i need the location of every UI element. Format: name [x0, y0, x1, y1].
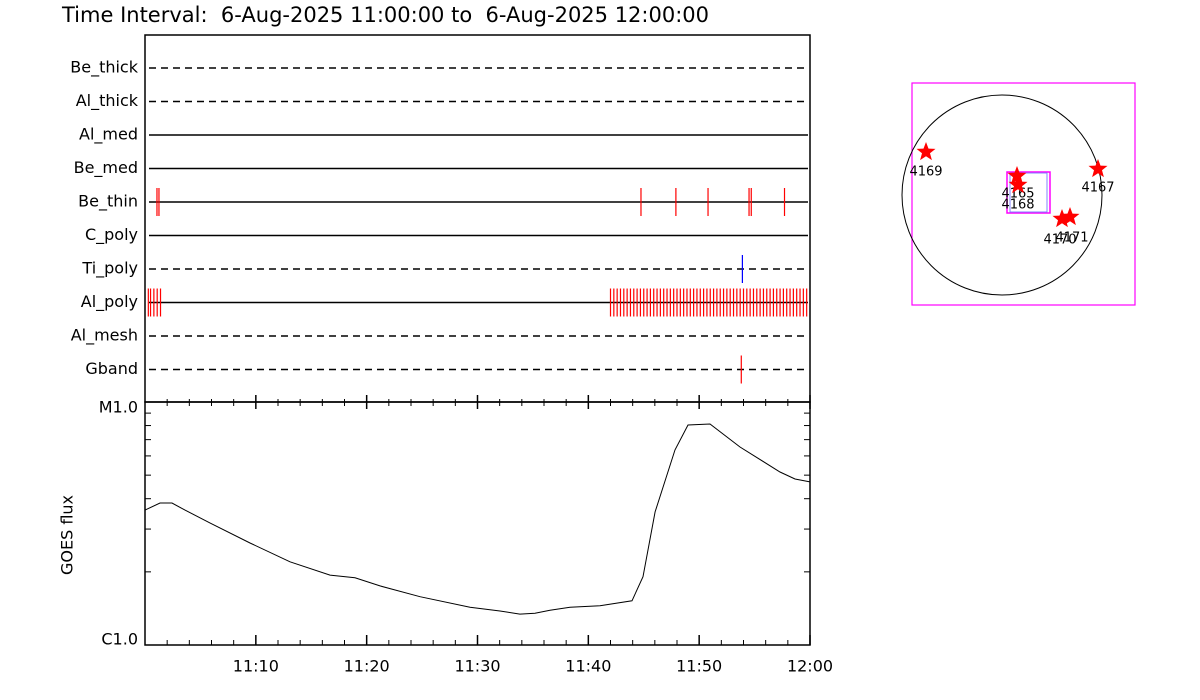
chart-title: Time Interval: 6-Aug-2025 11:00:00 to 6-… [61, 3, 709, 27]
channel-label: Be_thin [78, 192, 138, 212]
region-star [1008, 175, 1028, 194]
channel-label: Be_thick [70, 58, 138, 78]
channel-label: Al_thick [76, 91, 139, 111]
x-tick-label: 12:00 [787, 657, 833, 676]
region-label: 4169 [909, 165, 942, 180]
x-tick-label: 11:10 [233, 657, 279, 676]
channel-label: Gband [85, 359, 138, 378]
region-label: 4168 [1001, 198, 1034, 213]
x-tick-label: 11:30 [454, 657, 500, 676]
y-axis-label: GOES flux [58, 495, 77, 575]
region-label: 4171 [1055, 231, 1088, 246]
x-tick-label: 11:20 [344, 657, 390, 676]
solar-disk [901, 94, 1103, 296]
region-star [1052, 209, 1072, 228]
y-tick-label: M1.0 [99, 398, 138, 417]
region-label: 4165 [1001, 187, 1034, 202]
x-tick-label: 11:50 [676, 657, 722, 676]
region-star [1060, 207, 1080, 226]
goes-curve [144, 423, 811, 615]
fov-box [1006, 171, 1051, 214]
channel-label: Ti_poly [81, 259, 138, 279]
channel-label: Be_med [74, 158, 138, 178]
channel-label: Al_poly [81, 292, 138, 312]
fov-inner-box [1009, 172, 1048, 213]
region-label: 4170 [1043, 233, 1076, 248]
region-label: 4167 [1081, 181, 1114, 196]
channel-label: Al_mesh [71, 326, 138, 346]
channel-label: Al_med [79, 125, 138, 145]
region-star [916, 142, 936, 161]
region-star [1088, 159, 1108, 178]
region-star [1007, 166, 1027, 185]
x-tick-label: 11:40 [565, 657, 611, 676]
channel-label: C_poly [85, 225, 138, 245]
map-frame [911, 82, 1136, 306]
y-tick-label: C1.0 [101, 630, 138, 649]
